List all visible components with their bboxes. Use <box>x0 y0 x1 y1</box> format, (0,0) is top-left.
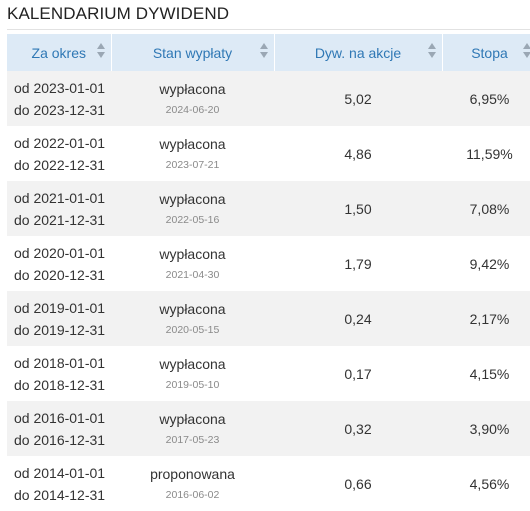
payment-status: wypłacona <box>159 136 226 152</box>
dividend-rate: 7,08% <box>442 181 530 236</box>
sort-icon[interactable] <box>259 43 268 59</box>
dividend-per-share: 4,86 <box>274 126 442 181</box>
table-header-row: Za okres Stan wypłaty Dyw. na akcje Stop… <box>7 34 530 71</box>
payment-date: 2022-05-16 <box>165 214 220 226</box>
payment-date: 2023-07-21 <box>165 159 220 171</box>
dividend-rate: 11,59% <box>442 126 530 181</box>
payment-status: proponowana <box>150 466 235 482</box>
period-to: do 2016-12-31 <box>14 431 106 448</box>
payment-date: 2019-05-10 <box>165 379 220 391</box>
period-to: do 2021-12-31 <box>14 211 106 228</box>
column-header-dividend[interactable]: Dyw. na akcje <box>274 34 443 71</box>
payment-status: wypłacona <box>159 301 226 317</box>
period-cell: od 2020-01-01 do 2020-12-31 <box>7 236 111 291</box>
payment-date: 2020-05-15 <box>165 324 220 336</box>
status-cell: wypłacona 2021-04-30 <box>111 236 274 291</box>
status-cell: wypłacona 2024-06-20 <box>111 71 274 126</box>
payment-status: wypłacona <box>159 246 226 262</box>
payment-date: 2016-06-02 <box>165 489 220 501</box>
period-cell: od 2014-01-01 do 2014-12-31 <box>7 456 111 511</box>
payment-date: 2024-06-20 <box>165 104 220 116</box>
table-row: od 2016-01-01 do 2016-12-31 wypłacona 2017… <box>7 401 530 456</box>
dividend-rate: 3,90% <box>442 401 530 456</box>
status-cell: wypłacona 2022-05-16 <box>111 181 274 236</box>
status-cell: wypłacona 2019-05-10 <box>111 346 274 401</box>
dividend-per-share: 1,50 <box>274 181 442 236</box>
table-row: od 2023-01-01 do 2023-12-31 wypłacona 2024… <box>7 71 530 126</box>
dividend-per-share: 1,79 <box>274 236 442 291</box>
status-cell: wypłacona 2023-07-21 <box>111 126 274 181</box>
column-header-label: Stan wypłaty <box>152 44 233 61</box>
sort-icon[interactable] <box>522 43 530 59</box>
period-cell: od 2019-01-01 do 2019-12-31 <box>7 291 111 346</box>
period-from: od 2022-01-01 <box>14 134 106 151</box>
dividend-per-share: 0,17 <box>274 346 442 401</box>
payment-status: wypłacona <box>159 411 226 427</box>
column-header-label: Stopa <box>471 44 508 61</box>
dividend-per-share: 5,02 <box>274 71 442 126</box>
period-cell: od 2021-01-01 do 2021-12-31 <box>7 181 111 236</box>
period-cell: od 2022-01-01 do 2022-12-31 <box>7 126 111 181</box>
table-row: od 2022-01-01 do 2022-12-31 wypłacona 2023… <box>7 126 530 181</box>
dividend-rate: 4,15% <box>442 346 530 401</box>
table-row: od 2021-01-01 do 2021-12-31 wypłacona 2022… <box>7 181 530 236</box>
dividend-per-share: 0,32 <box>274 401 442 456</box>
table-row: od 2014-01-01 do 2014-12-31 proponowana 20… <box>7 456 530 511</box>
sort-icon[interactable] <box>427 43 436 59</box>
table-row: od 2020-01-01 do 2020-12-31 wypłacona 2021… <box>7 236 530 291</box>
period-to: do 2014-12-31 <box>14 486 106 503</box>
period-to: do 2018-12-31 <box>14 376 106 393</box>
dividend-rate: 2,17% <box>442 291 530 346</box>
period-cell: od 2018-01-01 do 2018-12-31 <box>7 346 111 401</box>
sort-icon[interactable] <box>96 43 105 59</box>
period-from: od 2018-01-01 <box>14 354 106 371</box>
table-row: od 2018-01-01 do 2018-12-31 wypłacona 2019… <box>7 346 530 401</box>
period-from: od 2016-01-01 <box>14 409 106 426</box>
table-row: od 2019-01-01 do 2019-12-31 wypłacona 2020… <box>7 291 530 346</box>
payment-status: wypłacona <box>159 81 226 97</box>
period-from: od 2021-01-01 <box>14 189 106 206</box>
period-from: od 2019-01-01 <box>14 299 106 316</box>
period-cell: od 2016-01-01 do 2016-12-31 <box>7 401 111 456</box>
period-to: do 2022-12-31 <box>14 156 106 173</box>
payment-date: 2017-05-23 <box>165 434 220 446</box>
period-from: od 2020-01-01 <box>14 244 106 261</box>
section-title: KALENDARIUM DYWIDEND <box>7 4 230 23</box>
status-cell: proponowana 2016-06-02 <box>111 456 274 511</box>
column-header-status[interactable]: Stan wypłaty <box>111 34 275 71</box>
dividend-rate: 9,42% <box>442 236 530 291</box>
period-to: do 2019-12-31 <box>14 321 106 338</box>
period-from: od 2023-01-01 <box>14 79 106 96</box>
dividend-rate: 6,95% <box>442 71 530 126</box>
dividend-per-share: 0,24 <box>274 291 442 346</box>
period-cell: od 2023-01-01 do 2023-12-31 <box>7 71 111 126</box>
dividend-table: Za okres Stan wypłaty Dyw. na akcje Stop… <box>7 34 530 511</box>
status-cell: wypłacona 2020-05-15 <box>111 291 274 346</box>
column-header-period[interactable]: Za okres <box>7 34 112 71</box>
column-header-label: Za okres <box>31 44 86 61</box>
payment-status: wypłacona <box>159 191 226 207</box>
period-to: do 2020-12-31 <box>14 266 106 283</box>
column-header-rate[interactable]: Stopa <box>442 34 530 71</box>
column-header-label: Dyw. na akcje <box>314 44 402 61</box>
title-divider <box>7 29 530 30</box>
payment-date: 2021-04-30 <box>165 269 220 281</box>
period-to: do 2023-12-31 <box>14 101 106 118</box>
status-cell: wypłacona 2017-05-23 <box>111 401 274 456</box>
period-from: od 2014-01-01 <box>14 464 106 481</box>
payment-status: wypłacona <box>159 356 226 372</box>
dividend-per-share: 0,66 <box>274 456 442 511</box>
dividend-rate: 4,56% <box>442 456 530 511</box>
